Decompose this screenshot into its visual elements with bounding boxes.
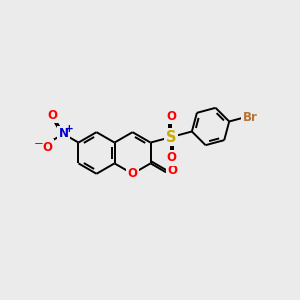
Text: −: − <box>34 137 44 150</box>
Text: O: O <box>167 164 178 177</box>
Text: Br: Br <box>243 111 257 124</box>
Text: O: O <box>166 110 176 123</box>
Text: N: N <box>58 128 69 140</box>
Text: O: O <box>48 109 58 122</box>
Text: O: O <box>128 167 137 180</box>
Text: S: S <box>166 130 176 145</box>
Text: O: O <box>166 151 176 164</box>
Text: O: O <box>42 140 52 154</box>
Text: +: + <box>64 124 73 134</box>
